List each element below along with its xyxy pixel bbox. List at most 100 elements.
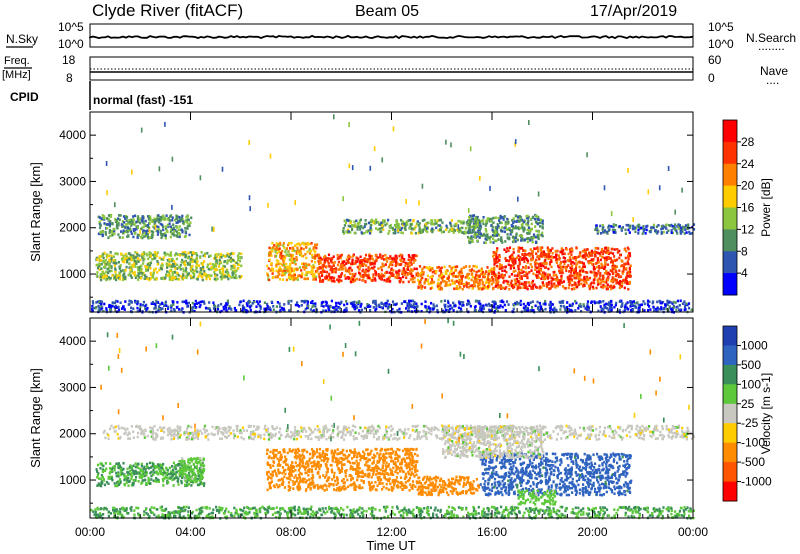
power-cell	[192, 251, 195, 254]
power-cell	[308, 248, 311, 252]
power-cell	[524, 265, 528, 268]
power-cell	[327, 261, 330, 265]
power-cell	[483, 241, 486, 244]
power-cell	[416, 274, 420, 278]
power-cell	[493, 239, 497, 243]
power-cell	[345, 218, 349, 222]
power-cell	[643, 227, 646, 231]
y-tick-label: 3000	[59, 174, 86, 188]
power-cell	[567, 264, 570, 267]
power-speckle	[171, 156, 174, 162]
power-cell	[275, 245, 278, 248]
power-cell	[494, 277, 498, 280]
power-cell	[317, 272, 320, 276]
power-cell	[496, 260, 499, 264]
power-cell	[102, 309, 105, 313]
power-cell	[427, 282, 430, 286]
power-cell	[125, 229, 128, 232]
power-cell	[301, 241, 304, 245]
velocity-cell	[590, 508, 593, 512]
power-cell	[447, 230, 450, 234]
power-cell	[357, 267, 361, 271]
power-cell	[590, 258, 593, 261]
power-cell	[551, 252, 554, 255]
power-cell	[479, 308, 482, 311]
power-cell	[576, 262, 579, 265]
power-speckle	[294, 200, 296, 206]
power-cell	[502, 276, 505, 280]
power-cell	[471, 287, 474, 290]
power-cell	[543, 284, 546, 287]
power-cell	[310, 242, 313, 245]
power-cell	[436, 219, 439, 222]
power-cell	[459, 307, 463, 311]
power-cell	[304, 264, 307, 268]
power-cell	[611, 265, 614, 268]
power-cell	[413, 254, 416, 257]
power-cell	[560, 277, 563, 280]
power-cell	[502, 286, 505, 290]
power-cell	[656, 300, 659, 304]
power-cell	[144, 265, 147, 268]
power-cell	[325, 265, 328, 268]
power-cell	[217, 304, 220, 307]
power-cell	[130, 218, 133, 222]
power-cell	[124, 268, 127, 272]
power-cell	[596, 278, 599, 282]
power-cell	[642, 300, 645, 303]
power-cell	[364, 270, 367, 273]
power-cell	[111, 301, 114, 304]
beam-label: Beam 05	[355, 3, 419, 20]
power-cell	[614, 303, 617, 307]
power-cell	[400, 259, 403, 263]
power-cell	[513, 303, 516, 307]
power-cell	[205, 275, 208, 278]
power-cell	[415, 222, 418, 225]
power-cell	[349, 279, 352, 282]
power-cell	[102, 215, 106, 218]
power-cell	[439, 269, 442, 273]
power-cell	[444, 282, 448, 286]
power-cell	[478, 229, 481, 233]
power-cell	[366, 305, 369, 309]
power-cell	[534, 225, 537, 228]
power-cell	[463, 283, 466, 287]
power-cell	[129, 268, 132, 271]
velocity-cell	[182, 505, 186, 509]
power-cell	[400, 262, 403, 266]
power-cell	[530, 236, 533, 239]
power-cell	[368, 232, 372, 235]
power-cell	[421, 276, 424, 280]
power-cell	[295, 258, 298, 262]
power-cell	[538, 256, 541, 259]
power-cell	[497, 224, 500, 228]
power-cell	[153, 222, 156, 226]
power-cell	[378, 227, 381, 231]
power-cell	[539, 267, 542, 271]
power-cell	[454, 223, 457, 226]
power-cell	[132, 254, 135, 257]
power-cell	[100, 303, 103, 306]
power-cell	[362, 275, 365, 278]
power-cell	[501, 230, 504, 233]
power-cell	[593, 274, 596, 277]
power-cell	[105, 275, 108, 278]
power-cell	[606, 287, 609, 291]
power-cell	[114, 304, 117, 308]
power-cell	[588, 252, 591, 255]
power-cell	[311, 305, 314, 309]
power-cell	[559, 250, 562, 254]
power-cell	[191, 308, 194, 312]
power-cell	[488, 278, 491, 281]
power-cell	[148, 253, 151, 256]
power-cell	[282, 307, 285, 311]
power-cell	[426, 280, 429, 283]
power-cell	[661, 227, 665, 230]
power-cell	[408, 255, 411, 259]
power-cell	[143, 257, 146, 261]
power-cell	[556, 284, 559, 288]
velocity-cell	[417, 508, 421, 512]
power-cell	[451, 279, 454, 282]
power-cell	[363, 231, 366, 235]
power-cell	[629, 305, 632, 308]
